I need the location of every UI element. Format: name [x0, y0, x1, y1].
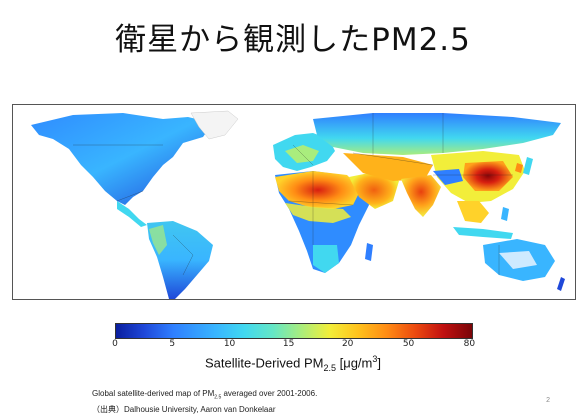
japan-region [523, 157, 533, 175]
figure-caption: Global satellite-derived map of PM2.5 av… [92, 388, 317, 415]
arabia-region [349, 171, 399, 209]
india-region [401, 175, 441, 217]
colorbar-tick: 0 [112, 339, 118, 349]
madagascar [365, 243, 373, 261]
colorbar-label-sub: 2.5 [323, 362, 336, 373]
korea-region [515, 163, 523, 173]
caption-line-1: Global satellite-derived map of PM2.5 av… [92, 388, 317, 404]
southern-africa [313, 245, 339, 273]
page-number: 2 [546, 397, 550, 404]
indonesia-region [453, 227, 513, 239]
central-asia-region [343, 153, 433, 181]
sahel-band [285, 203, 351, 223]
caption-sub: 2.5 [214, 394, 222, 401]
caption-text: Global satellite-derived map of PM [92, 389, 215, 398]
sahara-dust [275, 171, 361, 209]
colorbar-ticks: 0 5 10 15 20 50 80 [112, 339, 476, 353]
colorbar-tick: 5 [169, 339, 176, 349]
china-hotspot [463, 161, 513, 191]
philippines-region [501, 207, 509, 221]
caption-text: averaged over 2001-2006. [221, 389, 318, 398]
colorbar-tick: 50 [402, 339, 415, 349]
greenland-region [190, 110, 239, 140]
colorbar-tick: 80 [463, 339, 476, 349]
colorbar-tick: 10 [223, 339, 236, 349]
tibet-plateau [433, 169, 463, 185]
colorbar-label-unit: [μg/m [335, 355, 373, 371]
pm25-world-map [12, 104, 576, 300]
colorbar-label: Satellite-Derived PM2.5 [μg/m3] [0, 354, 586, 373]
slide-title: 衛星から観測したPM2.5 [115, 22, 471, 58]
south-america-west-haze [149, 225, 167, 255]
southeast-asia-region [457, 201, 489, 223]
new-zealand [557, 277, 565, 291]
colorbar-label-suffix: ] [377, 355, 382, 371]
country-borders [73, 113, 513, 276]
russia-region [313, 113, 561, 155]
north-america-region [31, 113, 213, 205]
world-map-graphic [31, 110, 565, 299]
colorbar-tick: 15 [282, 339, 295, 349]
pm25-colorbar [115, 323, 473, 339]
colorbar-label-sup: 3 [372, 354, 378, 364]
colorbar-label-main: Satellite-Derived PM [204, 355, 324, 371]
australia-interior [499, 251, 537, 269]
caption-line-2: （出典）Dalhousie University, Aaron van Donk… [92, 404, 276, 414]
central-america-region [117, 201, 147, 227]
colorbar-tick: 20 [341, 339, 354, 349]
